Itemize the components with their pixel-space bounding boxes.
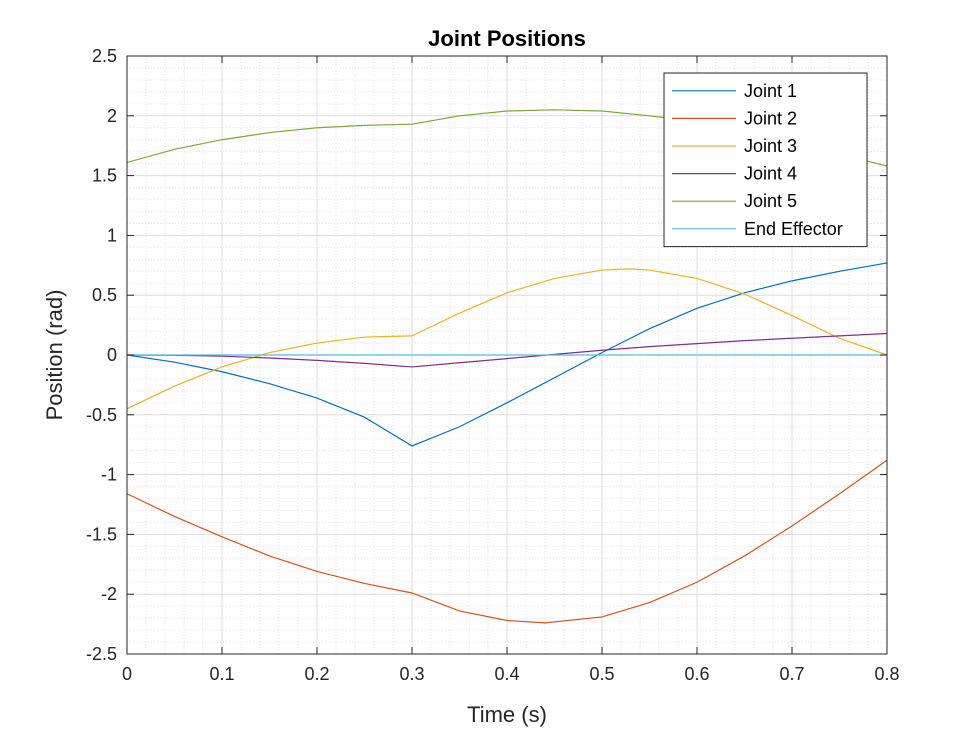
- x-tick-label: 0.1: [209, 664, 234, 684]
- y-tick-label: 2.5: [92, 46, 117, 66]
- x-tick-label: 0.6: [684, 664, 709, 684]
- y-tick-label: 1: [107, 225, 117, 245]
- y-tick-label: 1.5: [92, 166, 117, 186]
- y-tick-label: -2: [101, 584, 117, 604]
- x-tick-label: 0.4: [494, 664, 519, 684]
- legend-label-joint-4: Joint 4: [744, 164, 797, 184]
- x-axis-label: Time (s): [467, 702, 547, 727]
- series-line-joint-4: [126, 332, 888, 368]
- x-tick-label: 0.2: [304, 664, 329, 684]
- series-line-joint-2: [126, 459, 888, 624]
- y-tick-label: -1.5: [86, 524, 117, 544]
- y-axis-label: Position (rad): [42, 290, 67, 421]
- y-tick-label: 2: [107, 106, 117, 126]
- legend-label-joint-3: Joint 3: [744, 136, 797, 156]
- legend-label-joint-2: Joint 2: [744, 108, 797, 128]
- y-tick-label: -0.5: [86, 405, 117, 425]
- legend-label-joint-5: Joint 5: [744, 191, 797, 211]
- y-tick-label: 0.5: [92, 285, 117, 305]
- x-tick-label: 0.5: [589, 664, 614, 684]
- series-group: [126, 109, 888, 624]
- x-tick-label: 0: [122, 664, 132, 684]
- y-tick-label: -1: [101, 465, 117, 485]
- x-tick-label: 0.7: [779, 664, 804, 684]
- legend-label-joint-1: Joint 1: [744, 81, 797, 101]
- chart-title: Joint Positions: [428, 26, 586, 51]
- series-line-joint-1: [126, 262, 888, 447]
- legend-label-end-effector: End Effector: [744, 219, 843, 239]
- x-tick-labels: 0 0.1 0.2 0.3 0.4 0.5 0.6 0.7 0.8: [122, 664, 900, 684]
- legend-box: [663, 72, 868, 248]
- x-tick-label: 0.8: [874, 664, 899, 684]
- y-tick-label: 0: [107, 345, 117, 365]
- y-tick-labels: -2.5 -2 -1.5 -1 -0.5 0 0.5 1 1.5 2 2.5: [86, 46, 117, 664]
- legend: Joint 1 Joint 2 Joint 3 Joint 4 Joint 5 End E…: [663, 72, 868, 248]
- y-tick-label: -2.5: [86, 644, 117, 664]
- x-tick-label: 0.3: [399, 664, 424, 684]
- axis-ticks: [126, 55, 888, 655]
